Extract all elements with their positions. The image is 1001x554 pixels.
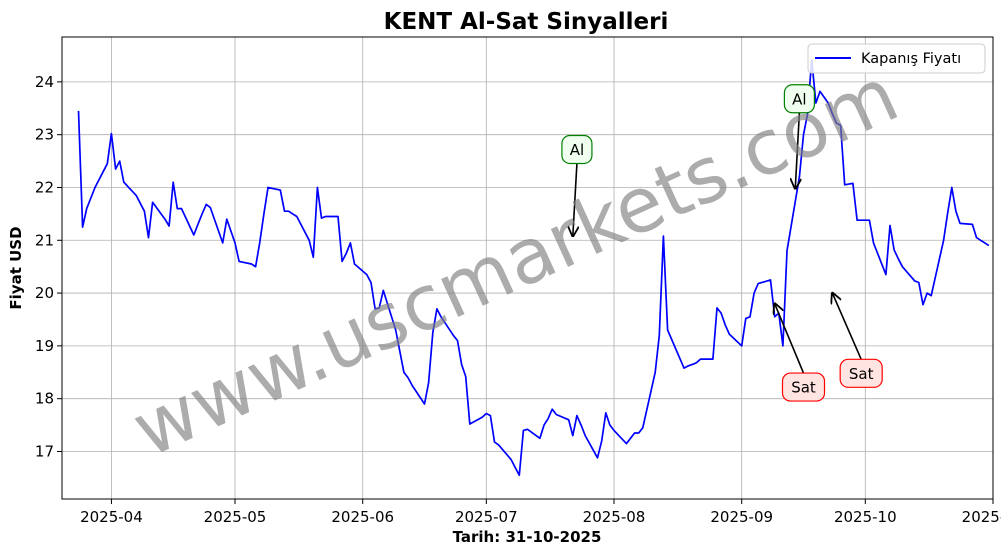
y-tick-label: 20 xyxy=(35,284,54,302)
legend-box xyxy=(807,43,986,74)
x-tick-label: 2025-05 xyxy=(204,508,267,526)
y-tick-label: 24 xyxy=(35,73,54,91)
chart-title: KENT Al-Sat Sinyalleri xyxy=(384,9,669,35)
x-tick-label: 2025-08 xyxy=(583,508,646,526)
annotation-arrow xyxy=(775,304,805,374)
annotation-box xyxy=(561,134,593,165)
plot-frame xyxy=(61,36,994,500)
y-tick-label: 23 xyxy=(35,126,54,144)
annotation-arrow xyxy=(795,112,799,189)
y-axis-ticks: 17 18 19 20 21 22 23 24 xyxy=(35,73,62,460)
x-tick-label: 2025-07 xyxy=(455,508,518,526)
x-axis-label: Tarih: 31-10-2025 xyxy=(453,528,602,546)
signal-annotations: Al Al Sat Sat xyxy=(561,84,883,402)
annotation-label: Sat xyxy=(849,365,874,383)
x-tick-label: 2025-09 xyxy=(710,508,773,526)
y-tick-label: 17 xyxy=(35,442,54,460)
y-tick-label: 21 xyxy=(35,231,54,249)
legend: Kapanış Fiyatı xyxy=(807,43,986,74)
annotation-box xyxy=(781,372,826,402)
series-line-close-price xyxy=(77,58,990,477)
x-axis-ticks: 2025-04 2025-05 2025-06 2025-07 2025-08 2025-… xyxy=(80,499,1001,526)
annotation-sell-3: Sat xyxy=(832,293,883,388)
y-tick-label: 18 xyxy=(35,390,54,408)
annotation-buy-0: Al xyxy=(561,134,593,236)
plot-area xyxy=(62,37,993,499)
annotation-arrow xyxy=(832,293,862,360)
x-tick-label: 2025-10 xyxy=(834,508,897,526)
x-tick-label: 2025-11 xyxy=(962,508,1001,526)
annotation-box xyxy=(839,358,883,388)
x-tick-label: 2025-04 xyxy=(80,508,143,526)
annotation-label: Sat xyxy=(791,379,816,397)
x-tick-label: 2025-06 xyxy=(331,508,394,526)
annotation-arrow xyxy=(573,163,577,236)
annotation-label: Al xyxy=(792,90,806,108)
annotation-sell-2: Sat xyxy=(775,304,826,402)
y-tick-label: 19 xyxy=(35,337,54,355)
y-axis-label: Fiyat USD xyxy=(7,226,25,309)
annotation-buy-1: Al xyxy=(783,84,815,189)
annotation-label: Al xyxy=(570,141,584,159)
y-tick-label: 22 xyxy=(35,178,54,196)
annotation-box xyxy=(783,84,815,114)
legend-label-close-price: Kapanış Fiyatı xyxy=(861,51,961,67)
